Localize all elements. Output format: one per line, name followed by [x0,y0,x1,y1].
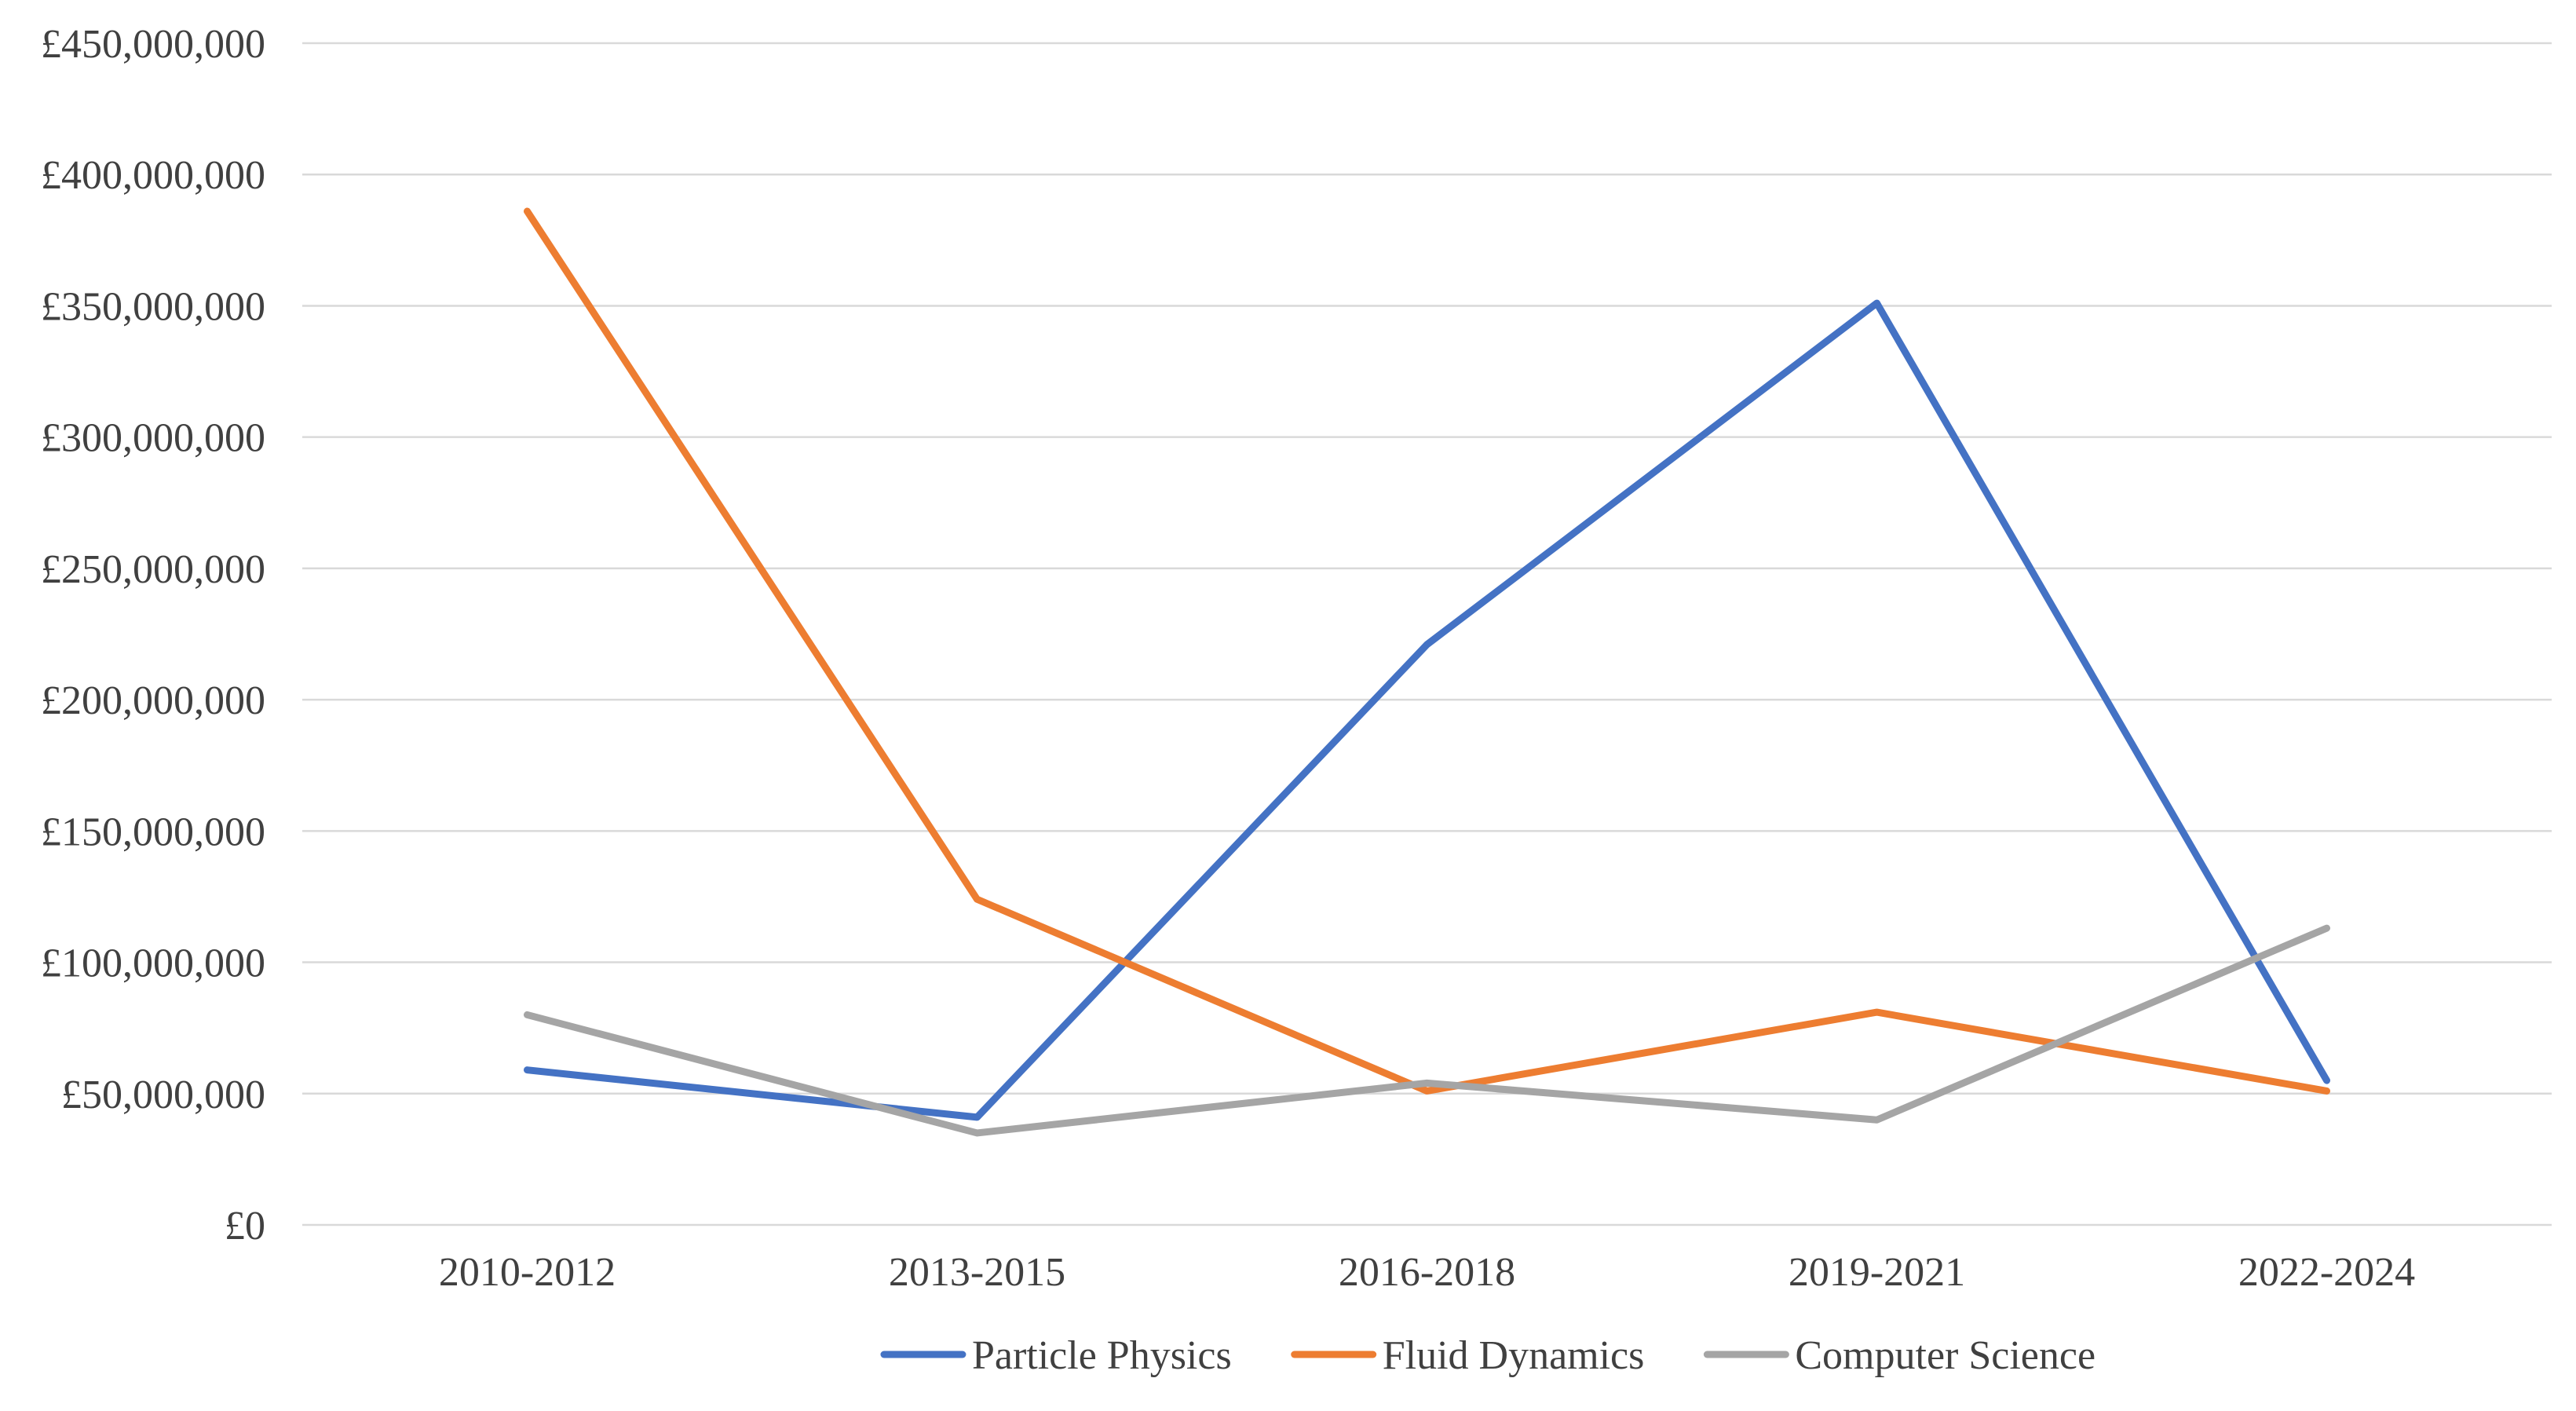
series-line-fluid-dynamics [524,207,2330,1095]
x-axis: 2010-2012 2013-2015 2016-2018 2019-2021 2022… [439,1250,2415,1295]
y-tick-label: £0 [225,1204,265,1248]
legend-item-computer-science: Computer Science [1703,1333,2096,1378]
legend-label: Computer Science [1795,1333,2096,1378]
x-tick-label: 2010-2012 [439,1250,616,1295]
y-axis: £0 £50,000,000 £100,000,000 £150,000,000 £20… [41,22,265,1248]
y-tick-label: £300,000,000 [41,416,265,461]
x-tick-label: 2013-2015 [889,1250,1065,1295]
x-tick-label: 2022-2024 [2238,1250,2415,1295]
series-lines [524,207,2330,1137]
y-tick-label: £200,000,000 [41,678,265,723]
y-tick-label: £150,000,000 [41,810,265,854]
legend-label: Fluid Dynamics [1383,1333,1645,1378]
x-tick-label: 2019-2021 [1789,1250,1965,1295]
legend: Particle Physics Fluid Dynamics Computer S… [880,1333,2096,1378]
y-tick-label: £50,000,000 [61,1073,265,1117]
y-tick-label: £450,000,000 [41,22,265,67]
series-line-particle-physics [524,299,2330,1121]
legend-item-particle-physics: Particle Physics [880,1333,1232,1378]
y-tick-label: £100,000,000 [41,941,265,986]
x-tick-label: 2016-2018 [1339,1250,1515,1295]
legend-item-fluid-dynamics: Fluid Dynamics [1291,1333,1645,1378]
legend-label: Particle Physics [972,1333,1232,1378]
series-line-computer-science [524,924,2330,1137]
y-tick-label: £250,000,000 [41,547,265,592]
y-tick-label: £400,000,000 [41,153,265,198]
y-tick-label: £350,000,000 [41,284,265,329]
